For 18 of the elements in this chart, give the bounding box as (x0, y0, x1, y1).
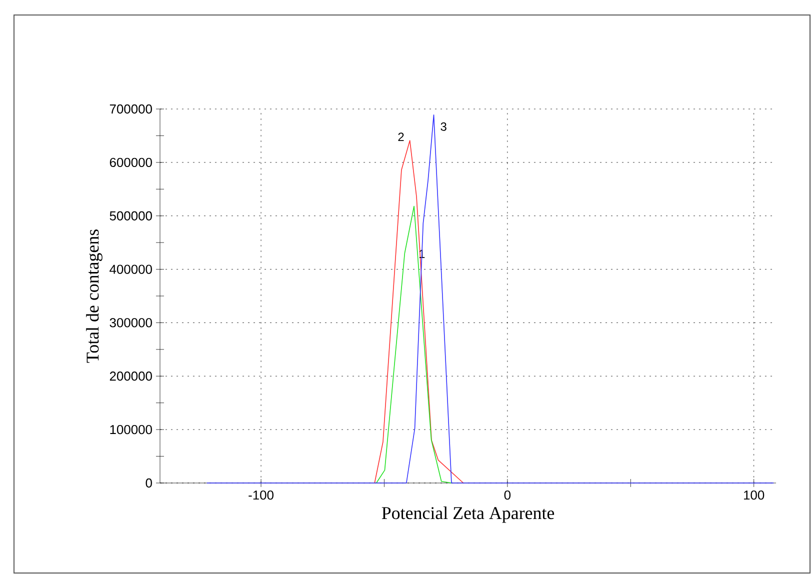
x-axis-title: Potencial Zeta Aparente (382, 506, 554, 523)
y-tick-label: 500000 (110, 211, 152, 220)
y-tick-label: 200000 (110, 372, 152, 381)
line-series (376, 206, 452, 484)
x-tick-label: 100 (744, 490, 764, 500)
y-tick-label: 100000 (110, 424, 152, 434)
y-tick-label: 0 (146, 478, 152, 488)
series-label: 2 (398, 132, 404, 141)
y-tick-label: 300000 (110, 318, 152, 328)
x-tick-label: -100 (248, 490, 274, 500)
y-tick-label: 400000 (110, 264, 152, 274)
y-axis-title: Total de contagens (86, 230, 102, 363)
series-label: 3 (440, 122, 446, 131)
y-tick-label: 700000 (110, 104, 152, 114)
line-series (206, 114, 774, 484)
line-series (374, 140, 464, 484)
x-tick-label: 0 (504, 490, 511, 500)
y-tick-label: 600000 (110, 158, 152, 168)
